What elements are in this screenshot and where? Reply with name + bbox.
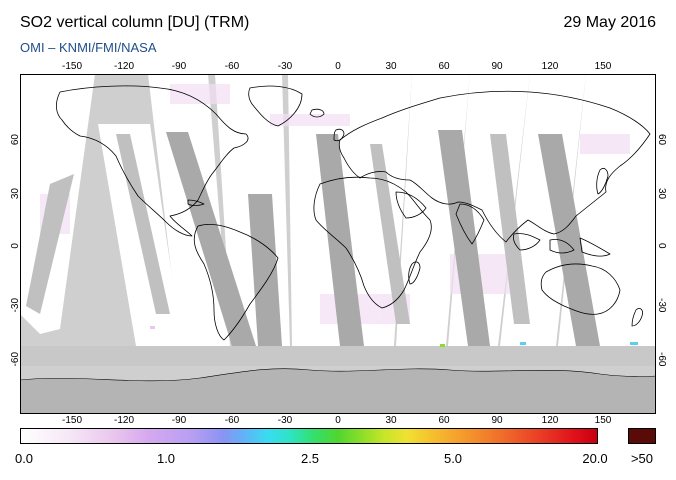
lon-label-bottom: 30 [385, 415, 397, 426]
lon-label-bottom: 150 [594, 415, 612, 426]
coastlines [56, 85, 651, 341]
lon-label-top: -150 [61, 61, 83, 72]
colorbar-tick-label: 5.0 [443, 451, 463, 466]
data-source: OMI – KNMI/FMI/NASA [20, 40, 157, 55]
lat-label-right: 0 [656, 243, 667, 249]
lat-label-right: -60 [656, 352, 667, 367]
colorbar-overflow-label: >50 [630, 451, 654, 466]
lat-label-right: -30 [656, 298, 667, 313]
lon-label-bottom: 90 [491, 415, 503, 426]
lon-label-bottom: -90 [171, 415, 187, 426]
southern-ocean [20, 346, 656, 366]
data-gap-bands [166, 130, 600, 346]
lon-label-top: -30 [277, 61, 293, 72]
lon-label-top: 60 [438, 61, 450, 72]
lat-label-right: 30 [656, 188, 667, 200]
so2-hotspots [150, 326, 638, 347]
lon-label-bottom: 120 [541, 415, 559, 426]
world-map [20, 74, 656, 414]
map-title: SO2 vertical column [DU] (TRM) [20, 14, 250, 31]
lon-label-bottom: -30 [277, 415, 293, 426]
colorbar-tick-label: 0.0 [14, 451, 34, 466]
colorbar-tick-label: 2.5 [300, 451, 320, 466]
lon-label-bottom: -60 [224, 415, 240, 426]
lon-label-top: 150 [594, 61, 612, 72]
lon-label-top: 90 [491, 61, 503, 72]
lon-label-top: 120 [541, 61, 559, 72]
map-date: 29 May 2016 [563, 14, 656, 31]
lon-label-top: -120 [113, 61, 135, 72]
lon-label-top: 30 [385, 61, 397, 72]
colorbar-overflow-box [628, 428, 656, 444]
lon-label-bottom: -150 [61, 415, 83, 426]
colorbar-tick-label: 20.0 [582, 451, 608, 466]
antarctica [20, 368, 656, 414]
colorbar-tick-label: 1.0 [156, 451, 176, 466]
lon-label-top: 0 [335, 61, 341, 72]
lat-label-right: 60 [656, 134, 667, 146]
colorbar [20, 428, 598, 444]
lon-label-top: -90 [171, 61, 187, 72]
lon-label-bottom: -120 [113, 415, 135, 426]
swath-overlap-bands [26, 134, 530, 324]
lon-label-top: -60 [224, 61, 240, 72]
lon-label-bottom: 0 [335, 415, 341, 426]
map-frame [20, 74, 656, 414]
lon-label-bottom: 60 [438, 415, 450, 426]
